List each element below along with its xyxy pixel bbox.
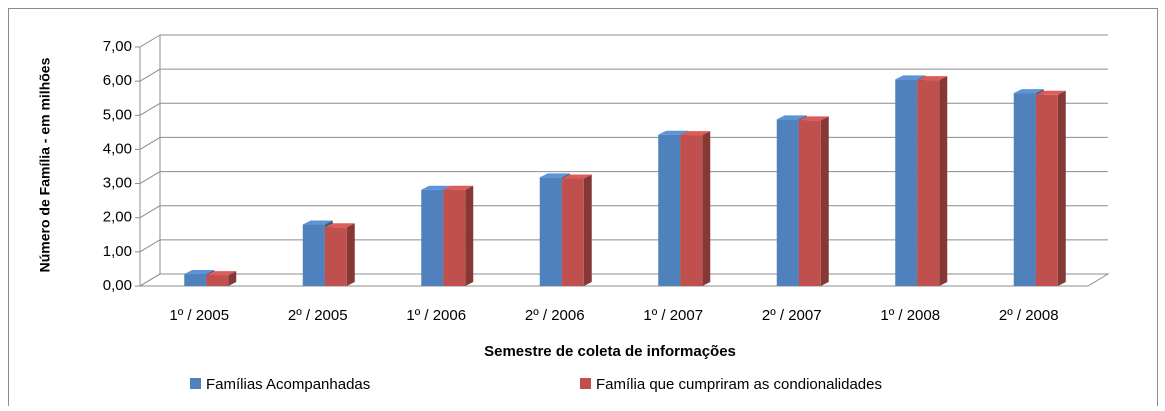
x-tick-label: 1º / 2007	[643, 307, 703, 324]
bar-side	[939, 76, 948, 287]
bar	[917, 80, 940, 287]
bar-top	[776, 115, 807, 120]
bar-top	[324, 223, 355, 228]
legend-label: Famílias Acompanhadas	[206, 376, 370, 393]
grid-line	[139, 205, 161, 219]
bar-top	[443, 185, 474, 190]
bar-side	[228, 271, 237, 286]
bar	[302, 224, 325, 286]
bar-side	[820, 116, 829, 287]
bar	[776, 119, 799, 286]
bar	[539, 177, 562, 286]
bar	[798, 120, 821, 287]
bar-top	[680, 131, 711, 136]
bar	[206, 275, 229, 286]
y-tick-label: 3,00	[103, 175, 132, 192]
bar-side	[702, 131, 711, 286]
x-tick-label: 2º / 2008	[999, 307, 1059, 324]
bar-top	[184, 270, 215, 275]
grid-line	[139, 136, 161, 150]
y-tick-label: 6,00	[103, 72, 132, 89]
bar-side	[1057, 90, 1066, 286]
legend-swatch	[580, 378, 591, 389]
y-tick-label: 1,00	[103, 243, 132, 260]
bar	[1013, 93, 1036, 286]
bar-top	[561, 174, 592, 179]
y-axis-title: Número de Família - em milhões	[37, 57, 53, 272]
y-tick-label: 5,00	[103, 106, 132, 123]
x-axis-title: Semestre de coleta de informações	[484, 343, 736, 360]
bar-side	[346, 223, 355, 286]
bar-top	[1035, 90, 1066, 95]
bar-side	[465, 185, 474, 286]
bar-top	[539, 173, 570, 178]
bar	[680, 135, 703, 286]
grid-line	[139, 171, 161, 185]
grid-line	[139, 34, 161, 48]
bar	[895, 79, 918, 286]
bar-top	[206, 271, 237, 276]
bar-side	[583, 174, 592, 286]
bar	[443, 189, 466, 286]
bar	[324, 227, 347, 286]
bar-top	[302, 220, 333, 225]
bar	[561, 178, 584, 286]
x-tick-label: 2º / 2007	[762, 307, 822, 324]
bar-top	[658, 130, 689, 135]
grid-line	[139, 273, 161, 287]
bar-top	[421, 185, 452, 190]
x-tick-label: 1º / 2005	[169, 307, 229, 324]
grid-line	[139, 239, 161, 253]
y-tick-label: 7,00	[103, 38, 132, 55]
y-tick-label: 2,00	[103, 209, 132, 226]
bar	[184, 274, 207, 286]
x-tick-label: 1º / 2006	[406, 307, 466, 324]
bar	[421, 189, 444, 286]
bar	[1035, 94, 1058, 286]
y-tick-label: 0,00	[103, 277, 132, 294]
grid-line	[139, 68, 161, 82]
grid-line	[139, 102, 161, 116]
legend-label: Família que cumpriram as condionalidades	[596, 376, 882, 393]
x-tick-label: 2º / 2005	[288, 307, 348, 324]
bar	[658, 134, 681, 286]
bar-top	[1013, 89, 1044, 94]
bar-top	[917, 76, 948, 81]
bar-top	[798, 116, 829, 121]
x-tick-label: 2º / 2006	[525, 307, 585, 324]
bar-top	[895, 75, 926, 80]
y-tick-label: 4,00	[103, 140, 132, 157]
legend-swatch	[190, 378, 201, 389]
x-tick-label: 1º / 2008	[880, 307, 940, 324]
